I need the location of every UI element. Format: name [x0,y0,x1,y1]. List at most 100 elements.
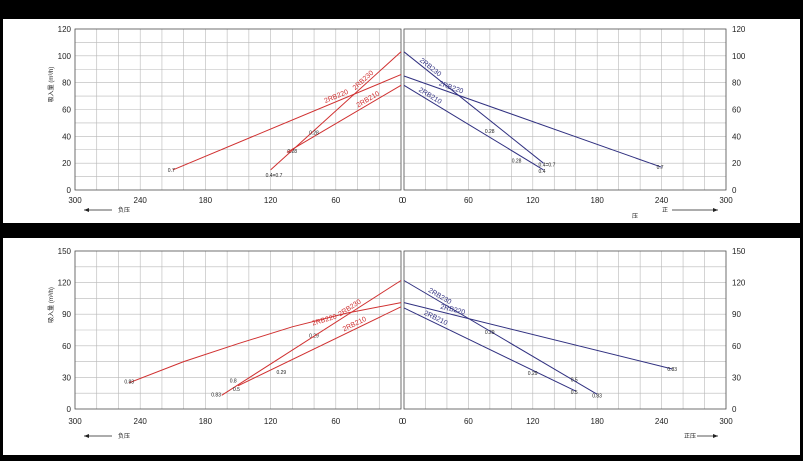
data-point-label: 0.83 [592,393,602,399]
series-line-left-2rb210 [286,84,402,153]
chart-lower: 0 0 30 30 60 60 90 90 120 120 150 150 吸入量 (m³/h) 300 2… [48,247,746,440]
left-black-edge [0,0,3,461]
x-tick-label-left: 240 [134,196,148,205]
y-tick-label-right: 120 [732,279,746,288]
middle-black-band [0,223,803,238]
y-tick-label-left: 90 [62,310,71,319]
y-tick-label-left: 60 [62,342,71,351]
right-direction-arrow-head [713,208,718,212]
series-line-left-2rb220 [172,74,402,171]
left-direction-label: 负压 [118,432,130,440]
series-line-right-2rb230 [403,51,544,164]
right-direction-arrow-head [713,434,718,438]
data-point-label: 0.4 [539,169,546,175]
right-arrow-label: 正 [662,207,668,214]
x-tick-label-left: 240 [134,417,148,426]
left-direction-arrow-head [84,208,89,212]
chart-upper: 0 0 20 20 40 40 60 60 80 80 100 100 120 120 吸入量 (m³/h)… [48,25,746,220]
data-point-label: 0.5 [233,387,240,393]
bottom-black-band [0,455,803,461]
data-point-label: 0.4=0.7 [266,173,283,179]
series-line-left-2rb230 [221,280,402,396]
right-direction-label: 正压 [684,433,696,440]
data-point-label: 0.7 [657,165,664,171]
x-tick-label-left: 120 [264,417,278,426]
x-tick-label-right: 180 [591,417,605,426]
y-axis-label: 吸入量 (m³/h) [48,67,55,103]
y-tick-label-left: 150 [58,247,72,256]
y-tick-label-right: 150 [732,247,746,256]
data-point-label: 0.5 [571,378,578,384]
data-point-label: 0.28 [287,149,297,155]
data-point-label: 0.5 [571,390,578,396]
x-tick-label-right: 120 [526,417,540,426]
x-tick-label-right: 60 [464,196,473,205]
series-line-right-2rb210 [403,307,576,392]
y-tick-label-right: 60 [732,342,741,351]
data-point-label: 0.29 [528,371,538,377]
series-line-left-2rb210 [237,306,402,387]
data-point-label: 0.29 [485,330,495,336]
series-line-right-2rb220 [403,302,673,370]
data-point-label: 0.28 [309,130,319,136]
y-tick-label-right: 80 [732,79,741,88]
y-tick-label-left: 120 [58,279,72,288]
series-name-left: 2RB230 [352,70,376,92]
right-black-edge [800,0,803,461]
right-panel-frame [403,250,727,410]
y-tick-label-left: 40 [62,132,71,141]
series-line-left-2rb220 [129,302,402,384]
series-name-right: 2RB230 [418,57,442,78]
left-direction-label: 负压 [118,206,130,214]
data-point-label: 0.7 [168,168,175,174]
y-tick-label-left: 120 [58,25,72,34]
y-tick-label-right: 120 [732,25,746,34]
y-tick-label-left: 30 [62,373,71,382]
y-tick-label-right: 100 [732,52,746,61]
x-tick-label-right: 0 [402,196,407,205]
x-tick-label-right: 240 [655,417,669,426]
x-tick-label-right: 0 [402,417,407,426]
x-tick-label-left: 120 [264,196,278,205]
data-point-label: 0.8 [230,379,237,385]
y-tick-label-right: 0 [732,405,737,414]
top-black-band [0,0,803,19]
data-point-label: 0.29 [276,370,286,376]
left-direction-arrow-head [84,434,89,438]
y-tick-label-left: 60 [62,106,71,115]
y-tick-label-left: 80 [62,79,71,88]
series-line-right-2rb220 [403,75,662,168]
y-tick-label-right: 20 [732,159,741,168]
x-tick-label-right: 300 [719,417,733,426]
data-point-label: 0.4=0.7 [539,163,556,169]
data-point-label: 0.28 [485,129,495,135]
y-tick-label-right: 30 [732,373,741,382]
right-direction-label: 压 [632,213,638,220]
y-tick-label-left: 0 [67,405,72,414]
x-tick-label-right: 120 [526,196,540,205]
series-name-left: 2RB220 [311,314,337,328]
x-tick-label-right: 240 [655,196,669,205]
x-tick-label-right: 180 [591,196,605,205]
x-tick-label-left: 0 [399,196,404,205]
series-line-right-2rb230 [403,280,598,395]
data-point-label: 0.83 [667,367,677,373]
x-tick-label-left: 60 [331,196,340,205]
x-tick-label-left: 180 [199,196,213,205]
x-tick-label-left: 180 [199,417,213,426]
series-name-left: 2RB220 [324,89,350,105]
x-tick-label-left: 0 [399,417,404,426]
x-tick-label-left: 300 [68,196,82,205]
right-panel-frame [403,28,727,191]
y-tick-label-right: 90 [732,310,741,319]
y-tick-label-right: 40 [732,132,741,141]
y-tick-label-right: 60 [732,106,741,115]
data-point-label: 0.83 [124,380,134,386]
y-tick-label-left: 20 [62,159,71,168]
x-tick-label-left: 60 [331,417,340,426]
series-line-right-2rb210 [403,84,544,171]
y-axis-label: 吸入量 (m³/h) [48,287,55,323]
series-name-left: 2RB230 [337,299,362,319]
series-line-left-2rb230 [270,51,402,171]
